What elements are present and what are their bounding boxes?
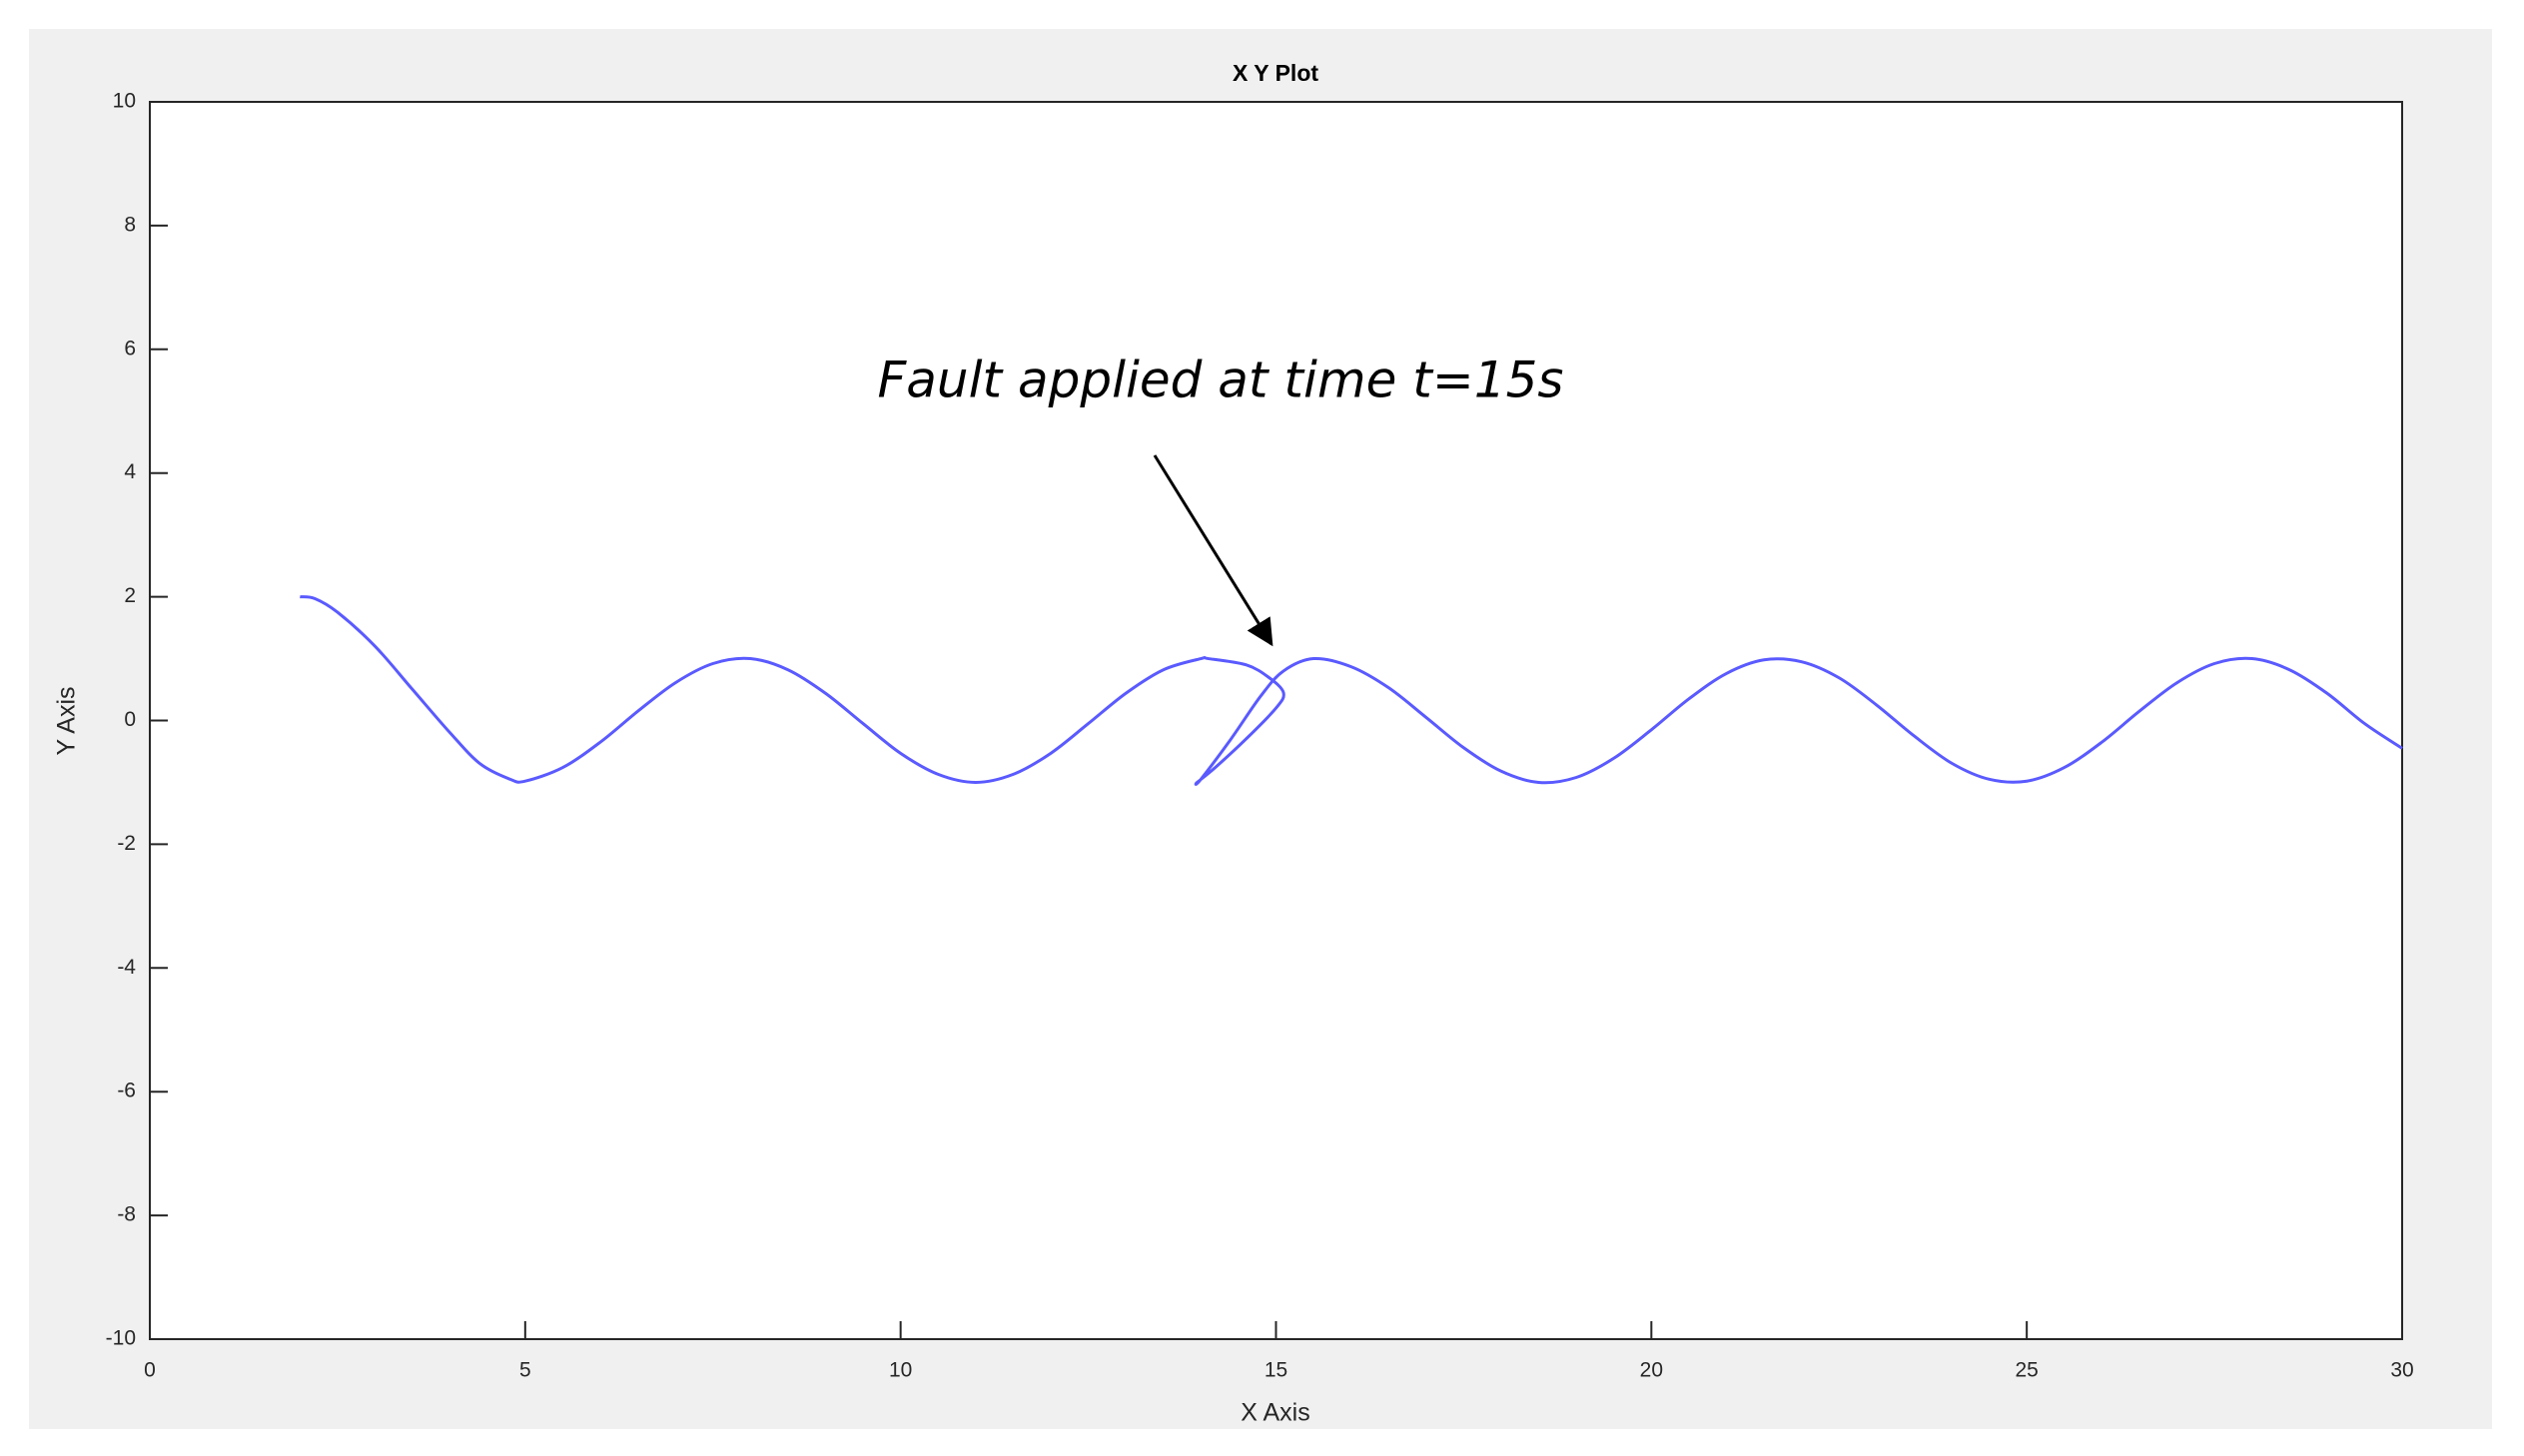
annotation: Fault applied at time t=15s <box>878 352 1564 409</box>
y-tick-label: 8 <box>124 213 136 236</box>
annotation-arrow <box>1153 454 1273 647</box>
x-axis-title: X Axis <box>1241 1399 1309 1427</box>
chart-title: X Y Plot <box>1233 60 1318 86</box>
y-tick-label: -2 <box>117 832 136 855</box>
plot-area <box>149 101 2403 1340</box>
x-tick-label: 20 <box>1640 1359 1663 1382</box>
x-tick-label: 25 <box>2015 1359 2038 1382</box>
y-tick-label: -6 <box>117 1080 136 1102</box>
x-tick-label: 10 <box>889 1359 912 1382</box>
y-axis-title: Y Axis <box>53 686 81 755</box>
y-tick-label: 0 <box>124 708 136 731</box>
y-tick-label: 2 <box>124 584 136 607</box>
x-tick-label: 30 <box>2390 1359 2413 1382</box>
x-tick-label: 0 <box>144 1359 156 1382</box>
y-tick-label: 6 <box>124 337 136 360</box>
data-line <box>300 595 2403 786</box>
x-tick-label: 15 <box>1264 1359 1287 1382</box>
y-tick-label: -10 <box>106 1327 136 1350</box>
y-tick-label: -4 <box>117 956 136 979</box>
y-tick-label: 10 <box>113 90 136 113</box>
y-tick-label: 4 <box>124 460 136 483</box>
x-tick-label: 5 <box>519 1359 531 1382</box>
y-tick-label: -8 <box>117 1203 136 1226</box>
